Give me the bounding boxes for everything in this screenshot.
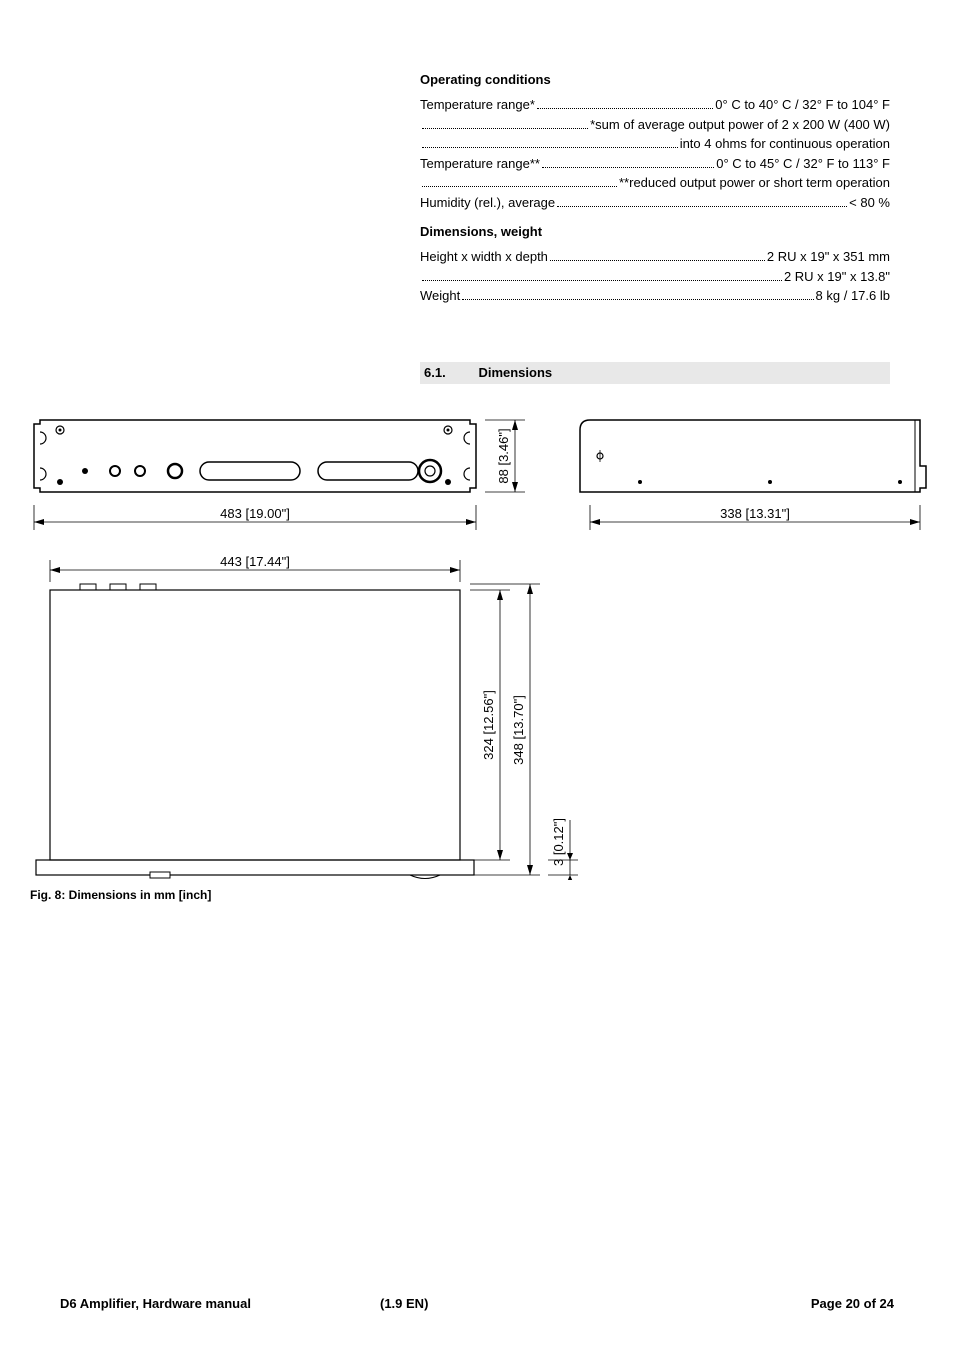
- operating-heading: Operating conditions: [420, 72, 890, 87]
- dimensions-heading: Dimensions, weight: [420, 224, 890, 239]
- footer-center: (1.9 EN): [380, 1296, 428, 1311]
- spec-value: **reduced output power or short term ope…: [619, 173, 890, 193]
- spec-line: *sum of average output power of 2 x 200 …: [420, 115, 890, 135]
- spec-dots: [422, 186, 617, 187]
- svg-text:338 [13.31"]: 338 [13.31"]: [720, 506, 790, 521]
- svg-text:324 [12.56"]: 324 [12.56"]: [481, 690, 496, 760]
- spec-value: 2 RU x 19" x 13.8": [784, 267, 890, 287]
- svg-text:483 [19.00"]: 483 [19.00"]: [220, 506, 290, 521]
- spec-dots: [422, 147, 678, 148]
- spec-dots: [542, 167, 714, 168]
- spec-label: Humidity (rel.), average: [420, 193, 555, 213]
- spec-value: *sum of average output power of 2 x 200 …: [590, 115, 890, 135]
- figure-caption: Fig. 8: Dimensions in mm [inch]: [30, 888, 211, 902]
- spec-dots: [422, 280, 782, 281]
- svg-text:443 [17.44"]: 443 [17.44"]: [220, 554, 290, 569]
- spec-value: 2 RU x 19" x 351 mm: [767, 247, 890, 267]
- spec-line: Height x width x depth 2 RU x 19" x 351 m…: [420, 247, 890, 267]
- spec-dots: [422, 128, 588, 129]
- spec-label: Temperature range**: [420, 154, 540, 174]
- spec-value: 0° C to 45° C / 32° F to 113° F: [716, 154, 890, 174]
- svg-text:88 [3.46"]: 88 [3.46"]: [496, 428, 511, 483]
- spec-dots: [537, 108, 713, 109]
- spec-dots: [550, 260, 765, 261]
- section-title: Dimensions: [478, 365, 552, 380]
- spec-label: Weight: [420, 286, 460, 306]
- spec-label: Height x width x depth: [420, 247, 548, 267]
- spec-value: into 4 ohms for continuous operation: [680, 134, 890, 154]
- spec-dots: [557, 206, 847, 207]
- svg-text:348 [13.70"]: 348 [13.70"]: [511, 695, 526, 765]
- svg-text:3 [0.12"]: 3 [0.12"]: [551, 818, 566, 866]
- spec-line: Humidity (rel.), average < 80 %: [420, 193, 890, 213]
- section-number: 6.1.: [424, 365, 474, 380]
- spec-line: Weight 8 kg / 17.6 lb: [420, 286, 890, 306]
- footer-left: D6 Amplifier, Hardware manual: [60, 1296, 251, 1311]
- section-6-1-header: 6.1. Dimensions: [420, 362, 890, 384]
- page-footer: D6 Amplifier, Hardware manual (1.9 EN) P…: [60, 1296, 894, 1311]
- spec-label: Temperature range*: [420, 95, 535, 115]
- spec-line: Temperature range* 0° C to 40° C / 32° F …: [420, 95, 890, 115]
- spec-dots: [462, 299, 813, 300]
- spec-value: < 80 %: [849, 193, 890, 213]
- spec-line: Temperature range** 0° C to 45° C / 32° F…: [420, 154, 890, 174]
- footer-right: Page 20 of 24: [811, 1296, 894, 1311]
- spec-value: 0° C to 40° C / 32° F to 104° F: [715, 95, 890, 115]
- dimension-diagrams: 483 [19.00"] 88 [3.46"] 338 [13.: [30, 410, 930, 880]
- spec-line: **reduced output power or short term ope…: [420, 173, 890, 193]
- spec-line: into 4 ohms for continuous operation: [420, 134, 890, 154]
- spec-line: 2 RU x 19" x 13.8": [420, 267, 890, 287]
- spec-value: 8 kg / 17.6 lb: [816, 286, 890, 306]
